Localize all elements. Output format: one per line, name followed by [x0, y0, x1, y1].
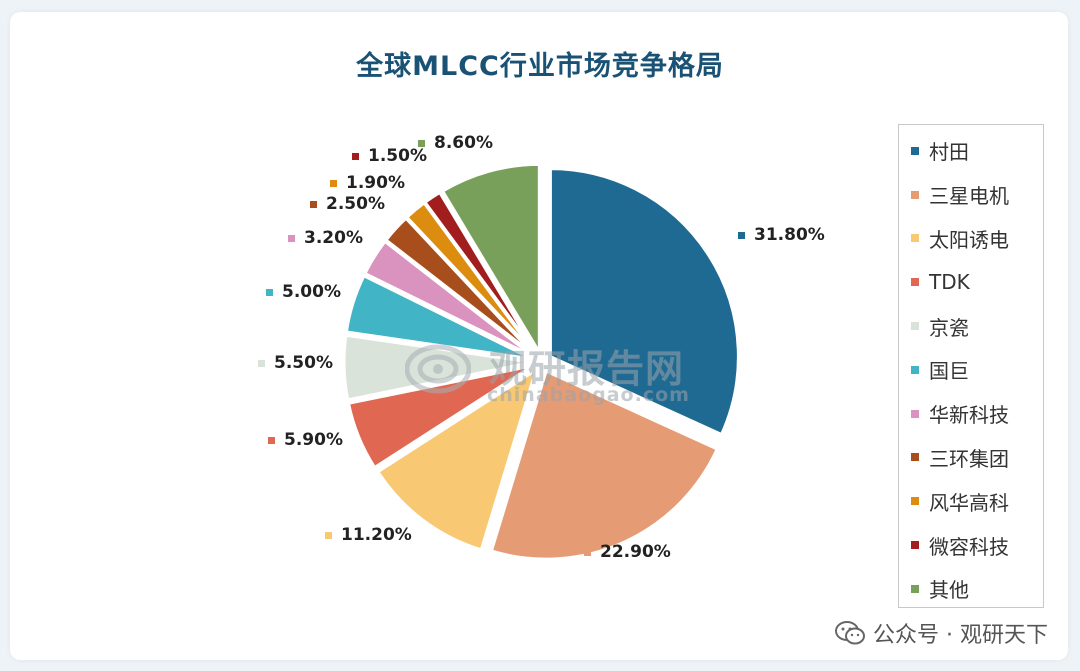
legend-swatch	[911, 409, 919, 418]
legend-label: 三星电机	[929, 184, 1009, 209]
data-label-marker	[352, 153, 359, 160]
footer-credit: 公众号 · 观研天下	[835, 617, 1048, 649]
legend-swatch	[911, 146, 919, 155]
data-label-marker	[268, 437, 275, 444]
legend-item: 其他	[899, 567, 1043, 611]
data-label-marker	[258, 360, 265, 367]
legend-swatch	[911, 497, 919, 506]
legend-label: 京瓷	[929, 315, 969, 340]
data-label: 5.00%	[282, 282, 341, 302]
pie-slice	[375, 366, 539, 552]
pie-slice	[440, 162, 541, 358]
pie-slice	[489, 369, 720, 561]
legend-item: 国巨	[899, 348, 1043, 392]
legend-label: 华新科技	[929, 403, 1009, 428]
legend-swatch	[911, 190, 919, 199]
chart-title: 全球MLCC行业市场竞争格局	[356, 51, 724, 82]
footer-text: 公众号 · 观研天下	[873, 623, 1048, 648]
data-label-marker	[325, 532, 332, 539]
wechat-icon	[835, 621, 866, 645]
data-label: 22.90%	[600, 542, 671, 562]
pie-slice	[422, 190, 538, 355]
pie-labels: 31.80% 22.90% 11.20% 5.90% 5.50% 5.00% 3.20% 2.…	[258, 133, 825, 562]
legend-label: 太阳诱电	[929, 227, 1009, 252]
pie-slice	[344, 273, 534, 361]
legend-label: 村田	[929, 140, 969, 165]
pie-slices	[342, 162, 740, 561]
pie-slice	[362, 239, 535, 359]
data-label: 31.80%	[754, 225, 825, 245]
data-label-marker	[266, 289, 273, 296]
legend-swatch	[911, 322, 919, 331]
legend-item: 村田	[899, 129, 1043, 173]
data-label: 2.50%	[326, 194, 385, 214]
data-label: 1.50%	[368, 146, 427, 166]
chart-legend: 村田三星电机太阳诱电 TDK 京瓷国巨华新科技三环集团风华高科微容科技其他	[898, 124, 1044, 608]
legend-swatch	[911, 541, 919, 550]
legend-item: 三星电机	[899, 173, 1043, 217]
legend-item: TDK	[899, 260, 1043, 304]
legend-label: 微容科技	[929, 534, 1009, 559]
legend-swatch	[911, 278, 919, 287]
legend-label: TDK	[929, 270, 970, 295]
legend-item: 微容科技	[899, 523, 1043, 567]
data-label-marker	[584, 549, 591, 556]
data-label: 5.90%	[284, 430, 343, 450]
data-label-marker	[310, 201, 317, 208]
legend-item: 太阳诱电	[899, 217, 1043, 261]
data-label: 1.90%	[346, 173, 405, 193]
legend-item: 华新科技	[899, 392, 1043, 436]
legend-swatch	[911, 234, 919, 243]
data-label: 8.60%	[434, 133, 493, 153]
pie-slice	[346, 364, 534, 470]
legend-item: 京瓷	[899, 304, 1043, 348]
legend-label: 其他	[929, 578, 969, 603]
data-label-marker	[288, 235, 295, 242]
data-label: 3.20%	[304, 228, 363, 248]
data-label-marker	[418, 140, 425, 147]
data-label-marker	[738, 232, 745, 239]
legend-label: 风华高科	[929, 490, 1009, 515]
legend-item: 三环集团	[899, 436, 1043, 480]
legend-label: 国巨	[929, 359, 969, 384]
legend-label: 三环集团	[929, 446, 1009, 471]
data-label-marker	[330, 180, 337, 187]
pie-slice	[548, 167, 740, 437]
legend-swatch	[911, 584, 919, 593]
legend-swatch	[911, 453, 919, 462]
data-label: 11.20%	[341, 525, 412, 545]
data-label: 5.50%	[274, 353, 333, 373]
legend-item: 风华高科	[899, 479, 1043, 523]
legend-swatch	[911, 365, 919, 374]
